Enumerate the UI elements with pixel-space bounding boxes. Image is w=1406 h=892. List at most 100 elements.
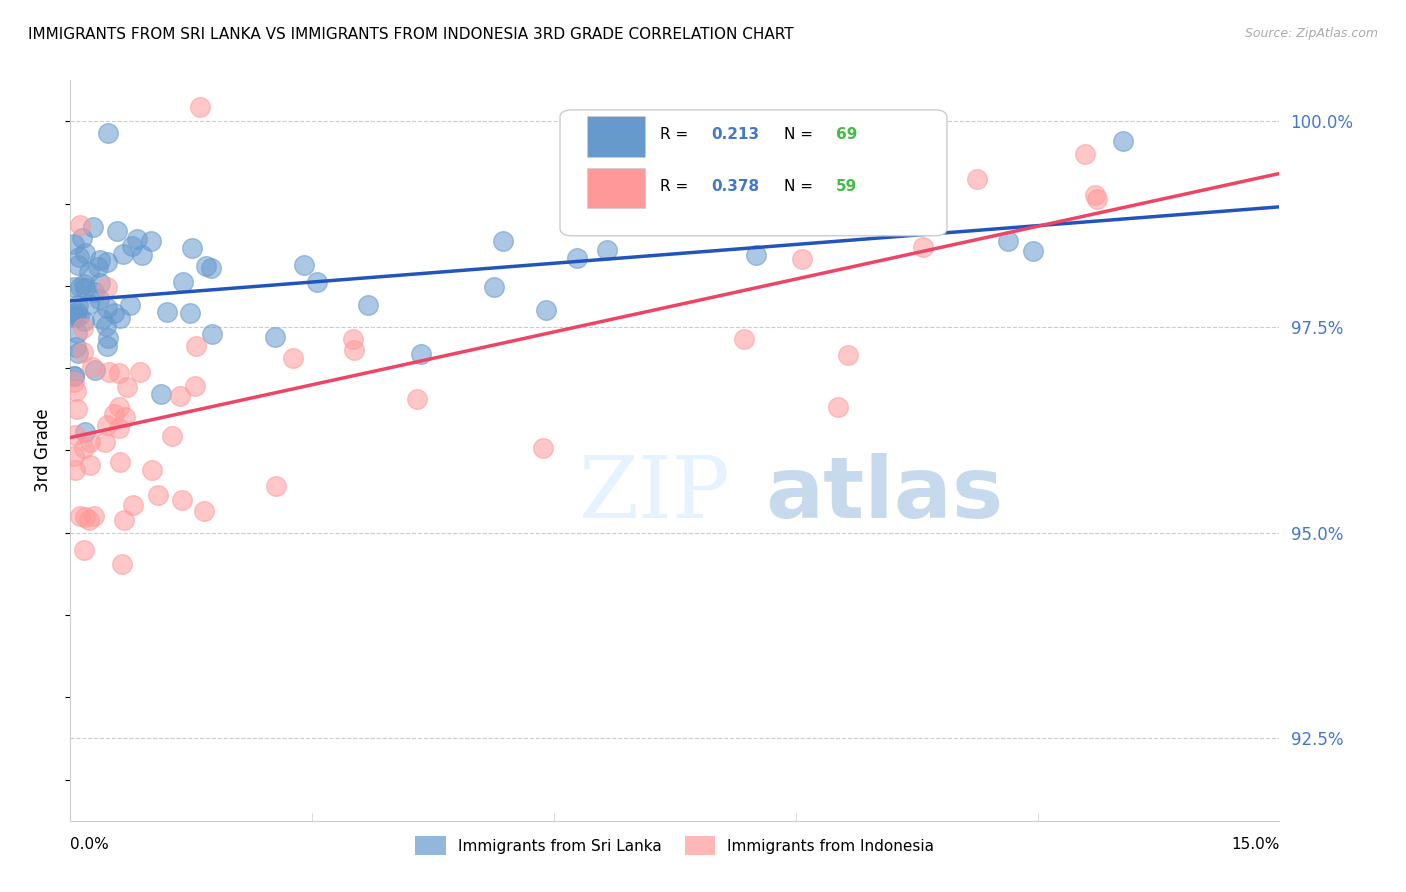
Point xyxy=(77,297,100,311)
Point xyxy=(89,253,111,268)
Point xyxy=(67,346,90,360)
Point xyxy=(77,265,100,279)
Point xyxy=(87,260,110,274)
Point xyxy=(997,234,1019,248)
Point xyxy=(114,409,136,424)
Point xyxy=(264,330,287,344)
Point xyxy=(195,259,218,273)
Point xyxy=(565,251,588,265)
Point xyxy=(73,510,96,524)
Point xyxy=(63,236,86,251)
Point xyxy=(73,281,96,295)
Point xyxy=(156,305,179,319)
Point xyxy=(72,321,94,335)
Point xyxy=(264,478,287,492)
Point xyxy=(492,234,515,248)
Point xyxy=(482,279,505,293)
Text: IMMIGRANTS FROM SRI LANKA VS IMMIGRANTS FROM INDONESIA 3RD GRADE CORRELATION CHA: IMMIGRANTS FROM SRI LANKA VS IMMIGRANTS … xyxy=(28,27,794,42)
Point xyxy=(107,400,129,414)
Point xyxy=(357,298,380,312)
Point xyxy=(283,351,305,365)
Point xyxy=(307,275,329,289)
Point xyxy=(79,434,101,449)
Point xyxy=(343,343,366,358)
Point xyxy=(531,441,554,455)
Point xyxy=(107,421,129,435)
Point xyxy=(69,508,91,523)
Point xyxy=(150,387,173,401)
Point xyxy=(66,326,89,340)
Point xyxy=(89,276,111,290)
Point xyxy=(121,238,143,252)
Point xyxy=(82,359,104,374)
Legend: Immigrants from Sri Lanka, Immigrants from Indonesia: Immigrants from Sri Lanka, Immigrants fr… xyxy=(409,830,941,861)
Point xyxy=(111,558,134,572)
Point xyxy=(103,407,125,421)
Point xyxy=(82,219,104,234)
Point xyxy=(193,504,215,518)
Text: 59: 59 xyxy=(835,178,856,194)
Point xyxy=(96,318,118,333)
Point xyxy=(83,509,105,524)
Point xyxy=(77,513,100,527)
Point xyxy=(98,365,121,379)
Point xyxy=(67,250,90,264)
Point xyxy=(65,384,87,398)
Point xyxy=(292,258,315,272)
Point xyxy=(1085,192,1108,206)
Point xyxy=(115,380,138,394)
Point xyxy=(108,311,131,326)
Point xyxy=(200,327,222,342)
Point xyxy=(837,348,859,362)
Point xyxy=(792,252,814,266)
Point xyxy=(63,279,86,293)
Point xyxy=(131,248,153,262)
Point xyxy=(105,224,128,238)
Point xyxy=(534,302,557,317)
Text: R =: R = xyxy=(661,127,693,142)
Point xyxy=(877,214,900,228)
Text: ZIP: ZIP xyxy=(578,453,730,536)
Point xyxy=(75,425,97,439)
Point xyxy=(63,428,86,442)
Point xyxy=(96,339,118,353)
Point xyxy=(103,306,125,320)
Point xyxy=(63,308,86,322)
Point xyxy=(120,298,142,312)
Point xyxy=(141,234,163,248)
Point xyxy=(63,368,86,383)
Point xyxy=(125,232,148,246)
Point xyxy=(66,402,89,417)
Text: atlas: atlas xyxy=(765,453,1004,536)
Point xyxy=(73,543,96,558)
Point xyxy=(966,171,988,186)
Point xyxy=(180,241,202,255)
Point xyxy=(96,301,118,315)
Point xyxy=(83,363,105,377)
Point xyxy=(911,240,934,254)
Text: Source: ZipAtlas.com: Source: ZipAtlas.com xyxy=(1244,27,1378,40)
Point xyxy=(733,332,755,346)
Point xyxy=(200,260,222,275)
Point xyxy=(73,277,96,292)
Point xyxy=(96,280,118,294)
Point xyxy=(65,340,87,354)
Text: N =: N = xyxy=(783,178,817,194)
Point xyxy=(128,365,150,379)
FancyBboxPatch shape xyxy=(560,110,948,235)
Bar xyxy=(586,116,644,156)
Point xyxy=(1084,188,1107,202)
Point xyxy=(97,331,120,345)
Point xyxy=(108,366,131,380)
Point xyxy=(184,379,207,393)
Bar xyxy=(586,168,644,209)
Point xyxy=(172,275,194,289)
Point xyxy=(66,258,89,272)
Point xyxy=(1074,147,1097,161)
Point xyxy=(72,231,94,245)
Point xyxy=(406,392,429,406)
Point xyxy=(96,418,118,433)
Text: R =: R = xyxy=(661,178,693,194)
Y-axis label: 3rd Grade: 3rd Grade xyxy=(34,409,52,492)
Point xyxy=(1112,134,1135,148)
